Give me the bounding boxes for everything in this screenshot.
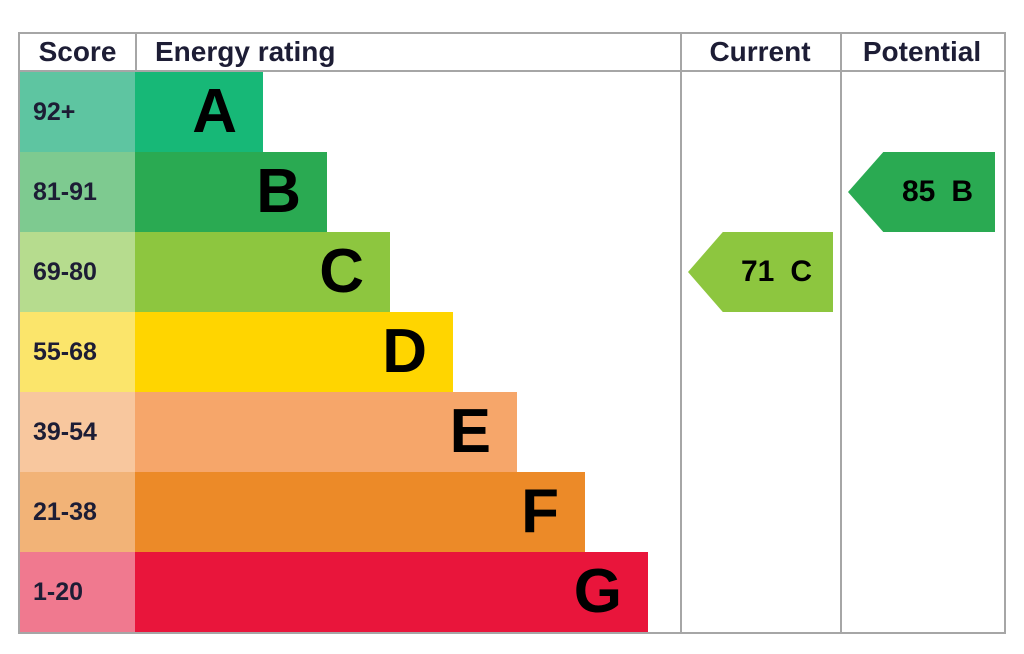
energy-band-rows: 92+ A 81-91 B 69-80 C 55-68 D 39-54 E 21-38 F 1-20 G: [20, 72, 680, 632]
band-letter: G: [573, 557, 622, 626]
band-row-c: 69-80 C: [20, 232, 680, 312]
band-score-range: 39-54: [20, 392, 135, 472]
current-score-value: 71: [740, 255, 775, 288]
band-score-range: 1-20: [20, 552, 135, 632]
band-bar: C: [135, 232, 390, 312]
divider-current-potential: [840, 34, 842, 632]
band-bar: E: [135, 392, 517, 472]
band-score-range: 69-80: [20, 232, 135, 312]
epc-header-row: Score Energy rating Current Potential: [20, 34, 1004, 72]
band-letter: B: [256, 157, 301, 226]
divider-score-rating: [135, 34, 137, 72]
header-potential: Potential: [862, 36, 982, 67]
band-letter: F: [521, 477, 559, 546]
band-letter: A: [192, 77, 237, 146]
band-bar: A: [135, 72, 263, 152]
band-letter: D: [382, 317, 427, 386]
header-current: Current: [709, 36, 811, 67]
header-score: Score: [38, 36, 117, 67]
current-rating-arrow: 71 C: [688, 232, 833, 312]
epc-rating-chart: Score Energy rating Current Potential 92…: [18, 32, 1006, 634]
band-score-range: 55-68: [20, 312, 135, 392]
band-row-e: 39-54 E: [20, 392, 680, 472]
band-score-range: 92+: [20, 72, 135, 152]
header-energy-rating: Energy rating: [155, 36, 336, 67]
band-row-a: 92+ A: [20, 72, 680, 152]
band-row-f: 21-38 F: [20, 472, 680, 552]
band-letter: C: [319, 237, 364, 306]
current-band-letter: C: [790, 255, 813, 288]
band-row-g: 1-20 G: [20, 552, 680, 632]
potential-score-value: 85: [901, 175, 936, 208]
band-bar: B: [135, 152, 327, 232]
potential-band-letter: B: [951, 175, 974, 208]
band-score-range: 81-91: [20, 152, 135, 232]
divider-rating-current: [680, 34, 682, 632]
potential-rating-arrow: 85 B: [848, 152, 995, 232]
band-bar: G: [135, 552, 648, 632]
band-row-d: 55-68 D: [20, 312, 680, 392]
band-letter: E: [449, 397, 491, 466]
band-bar: D: [135, 312, 453, 392]
band-score-range: 21-38: [20, 472, 135, 552]
band-bar: F: [135, 472, 585, 552]
band-row-b: 81-91 B: [20, 152, 680, 232]
